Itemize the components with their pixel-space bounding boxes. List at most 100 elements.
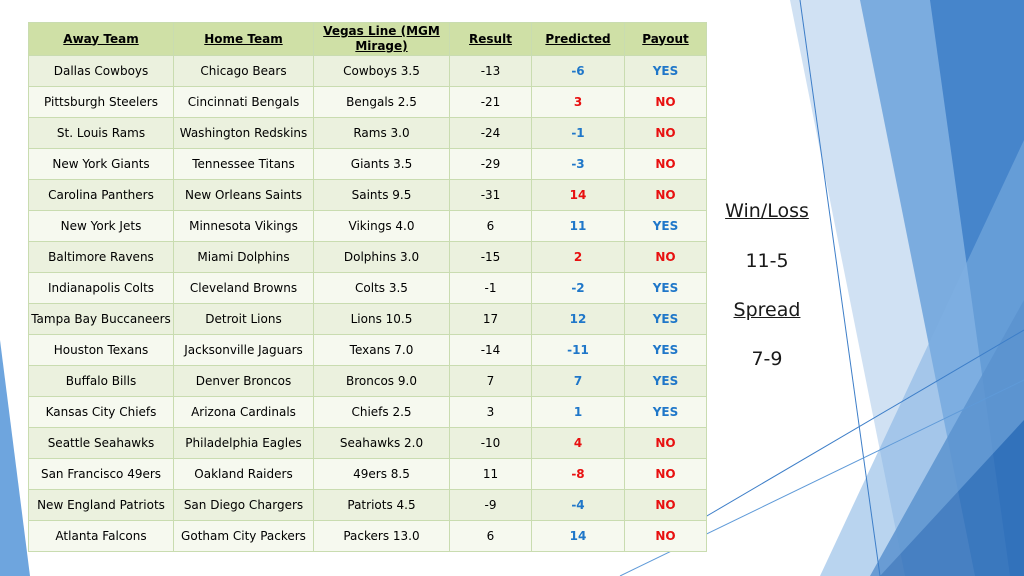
result-cell: 6 <box>449 520 532 552</box>
home-team-cell: Miami Dolphins <box>173 241 314 273</box>
vegas-line-cell: Rams 3.0 <box>313 117 450 149</box>
payout-cell: NO <box>624 241 707 273</box>
result-cell: -14 <box>449 334 532 366</box>
vegas-line-cell: 49ers 8.5 <box>313 458 450 490</box>
header-predicted: Predicted <box>531 22 625 56</box>
table-row: Buffalo Bills Denver Broncos Broncos 9.0… <box>28 365 707 397</box>
spread-value: 7-9 <box>751 348 783 370</box>
payout-cell: NO <box>624 148 707 180</box>
predicted-cell: 2 <box>531 241 625 273</box>
result-cell: -9 <box>449 489 532 521</box>
home-team-cell: Chicago Bears <box>173 55 314 87</box>
result-cell: -21 <box>449 86 532 118</box>
away-team-cell: Atlanta Falcons <box>28 520 174 552</box>
away-team-cell: Tampa Bay Buccaneers <box>28 303 174 335</box>
away-team-cell: Carolina Panthers <box>28 179 174 211</box>
home-team-cell: Tennessee Titans <box>173 148 314 180</box>
vegas-line-cell: Dolphins 3.0 <box>313 241 450 273</box>
home-team-cell: Gotham City Packers <box>173 520 314 552</box>
home-team-cell: Oakland Raiders <box>173 458 314 490</box>
away-team-cell: Baltimore Ravens <box>28 241 174 273</box>
header-vegas-line: Vegas Line (MGM Mirage) <box>313 22 450 56</box>
home-team-cell: Denver Broncos <box>173 365 314 397</box>
result-cell: -29 <box>449 148 532 180</box>
table-row: Indianapolis Colts Cleveland Browns Colt… <box>28 272 707 304</box>
vegas-line-cell: Packers 13.0 <box>313 520 450 552</box>
result-cell: 11 <box>449 458 532 490</box>
away-team-cell: Dallas Cowboys <box>28 55 174 87</box>
payout-cell: NO <box>624 520 707 552</box>
winloss-value: 11-5 <box>745 250 789 272</box>
table-row: New York Giants Tennessee Titans Giants … <box>28 148 707 180</box>
vegas-line-cell: Lions 10.5 <box>313 303 450 335</box>
home-team-cell: San Diego Chargers <box>173 489 314 521</box>
home-team-cell: Washington Redskins <box>173 117 314 149</box>
vegas-line-cell: Texans 7.0 <box>313 334 450 366</box>
predicted-cell: 3 <box>531 86 625 118</box>
result-cell: 3 <box>449 396 532 428</box>
predicted-cell: 14 <box>531 520 625 552</box>
result-cell: -24 <box>449 117 532 149</box>
home-team-cell: Detroit Lions <box>173 303 314 335</box>
away-team-cell: New England Patriots <box>28 489 174 521</box>
payout-cell: YES <box>624 210 707 242</box>
header-home-team: Home Team <box>173 22 314 56</box>
games-table: Away Team Home Team Vegas Line (MGM Mira… <box>28 22 707 552</box>
payout-cell: YES <box>624 396 707 428</box>
table-row: St. Louis Rams Washington Redskins Rams … <box>28 117 707 149</box>
payout-cell: YES <box>624 303 707 335</box>
home-team-cell: Minnesota Vikings <box>173 210 314 242</box>
home-team-cell: Cincinnati Bengals <box>173 86 314 118</box>
result-cell: -1 <box>449 272 532 304</box>
table-row: San Francisco 49ers Oakland Raiders 49er… <box>28 458 707 490</box>
predicted-cell: -11 <box>531 334 625 366</box>
away-team-cell: San Francisco 49ers <box>28 458 174 490</box>
table-row: Dallas Cowboys Chicago Bears Cowboys 3.5… <box>28 55 707 87</box>
predicted-cell: -3 <box>531 148 625 180</box>
vegas-line-cell: Seahawks 2.0 <box>313 427 450 459</box>
predicted-cell: 12 <box>531 303 625 335</box>
table-row: Baltimore Ravens Miami Dolphins Dolphins… <box>28 241 707 273</box>
spread-label[interactable]: Spread <box>733 299 801 321</box>
away-team-cell: New York Giants <box>28 148 174 180</box>
home-team-cell: Philadelphia Eagles <box>173 427 314 459</box>
vegas-line-cell: Giants 3.5 <box>313 148 450 180</box>
header-payout: Payout <box>624 22 707 56</box>
payout-cell: NO <box>624 86 707 118</box>
vegas-line-cell: Cowboys 3.5 <box>313 55 450 87</box>
payout-cell: YES <box>624 55 707 87</box>
result-cell: -10 <box>449 427 532 459</box>
predicted-cell: 11 <box>531 210 625 242</box>
payout-cell: NO <box>624 427 707 459</box>
away-team-cell: New York Jets <box>28 210 174 242</box>
result-cell: 17 <box>449 303 532 335</box>
winloss-label[interactable]: Win/Loss <box>725 200 809 222</box>
table-row: New York Jets Minnesota Vikings Vikings … <box>28 210 707 242</box>
payout-cell: YES <box>624 365 707 397</box>
predicted-cell: 7 <box>531 365 625 397</box>
vegas-line-cell: Saints 9.5 <box>313 179 450 211</box>
table-row: Pittsburgh Steelers Cincinnati Bengals B… <box>28 86 707 118</box>
predicted-cell: -2 <box>531 272 625 304</box>
predicted-cell: 4 <box>531 427 625 459</box>
vegas-line-cell: Broncos 9.0 <box>313 365 450 397</box>
away-team-cell: Pittsburgh Steelers <box>28 86 174 118</box>
predicted-cell: -8 <box>531 458 625 490</box>
away-team-cell: Houston Texans <box>28 334 174 366</box>
payout-cell: NO <box>624 117 707 149</box>
away-team-cell: Seattle Seahawks <box>28 427 174 459</box>
result-cell: -13 <box>449 55 532 87</box>
away-team-cell: Kansas City Chiefs <box>28 396 174 428</box>
table-row: Tampa Bay Buccaneers Detroit Lions Lions… <box>28 303 707 335</box>
table-header-row: Away Team Home Team Vegas Line (MGM Mira… <box>28 22 707 56</box>
payout-cell: YES <box>624 334 707 366</box>
vegas-line-cell: Chiefs 2.5 <box>313 396 450 428</box>
payout-cell: NO <box>624 179 707 211</box>
predicted-cell: -6 <box>531 55 625 87</box>
away-team-cell: Indianapolis Colts <box>28 272 174 304</box>
home-team-cell: New Orleans Saints <box>173 179 314 211</box>
table-body: Dallas Cowboys Chicago Bears Cowboys 3.5… <box>28 55 707 552</box>
table-row: Seattle Seahawks Philadelphia Eagles Sea… <box>28 427 707 459</box>
payout-cell: NO <box>624 458 707 490</box>
table-row: Kansas City Chiefs Arizona Cardinals Chi… <box>28 396 707 428</box>
